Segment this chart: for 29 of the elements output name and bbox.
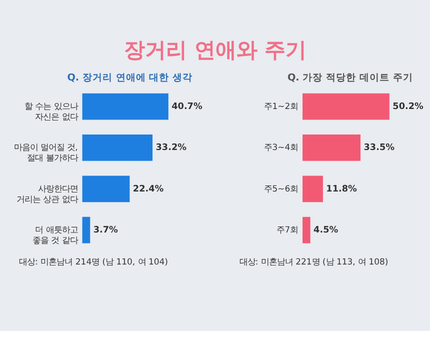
y-tick-label: 주7회 [276, 224, 298, 235]
y-tick-label: 주1~2회 [264, 100, 298, 111]
bar [82, 134, 153, 161]
data-label: 11.8% [326, 184, 358, 194]
bar [302, 93, 390, 120]
chart-subtitle: Q. 가장 적당한 데이트 주기 [287, 72, 413, 84]
text: 장거리 연애와 주기 [124, 38, 307, 62]
text: 대상: 미혼남녀 214명 (남 110, 여 104) [19, 256, 168, 266]
y-tick-label: 주3~4회 [264, 142, 298, 152]
chart-subtitle: Q. 장거리 연애에 대한 생각 [67, 72, 193, 84]
bar [82, 93, 168, 120]
text: 대상: 미혼남녀 221명 (남 113, 여 108) [239, 256, 388, 266]
data-label: 50.2% [392, 102, 424, 112]
y-tick-label: 더 애틋하고 좋을 것 같다 [32, 224, 78, 245]
data-label: 3.7% [93, 226, 118, 236]
bar [82, 216, 90, 244]
bar [302, 134, 361, 161]
data-label: 22.4% [132, 184, 164, 194]
data-label: 4.5% [314, 226, 338, 236]
data-label: 40.7% [172, 102, 202, 112]
bar [82, 176, 130, 202]
data-label: 33.2% [156, 143, 187, 154]
bar [302, 176, 323, 202]
y-tick-label: 할 수는 있으나 자신은 없다 [24, 100, 78, 122]
y-tick-label: 주5~6회 [264, 183, 298, 194]
y-tick-label: 마음이 멀어질 것, 절대 불가하다 [14, 142, 78, 163]
y-tick-label: 사랑한다면 거리는 상관 없다 [16, 183, 78, 204]
data-label: 33.5% [364, 143, 395, 154]
bar [302, 216, 310, 244]
